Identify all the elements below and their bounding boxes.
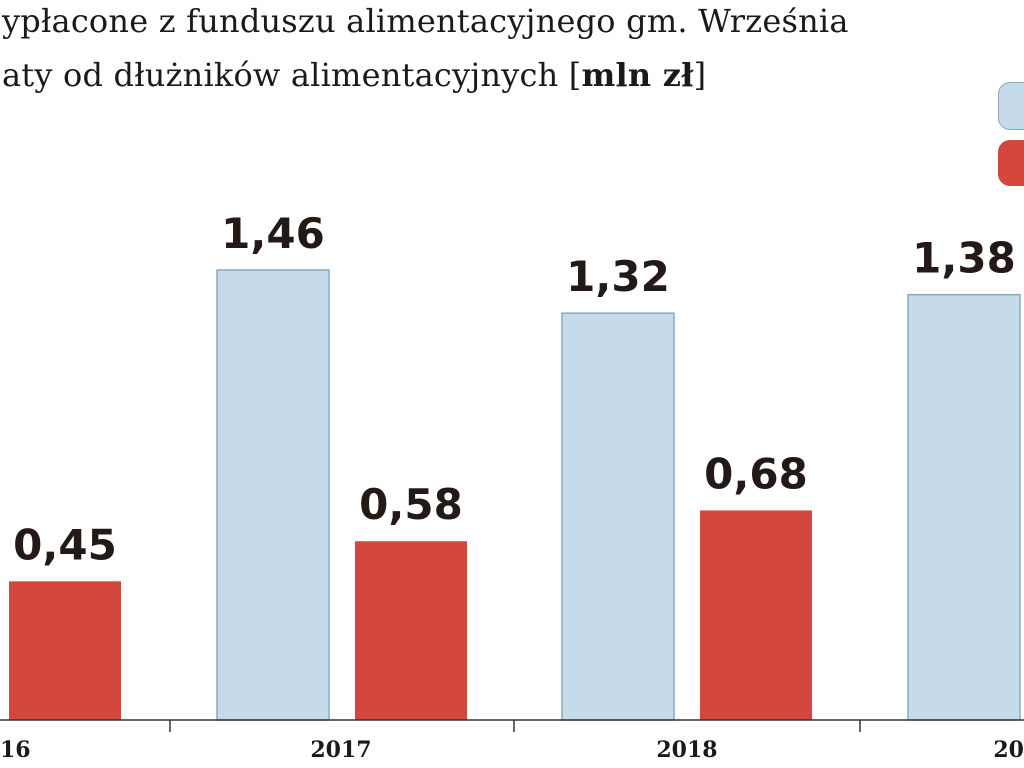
x-tick-label-2019: 20 — [993, 737, 1024, 763]
bar-paid-2017 — [216, 269, 330, 721]
x-tick-label-2017: 2017 — [310, 737, 371, 763]
legend-swatch-paid — [998, 82, 1024, 130]
data-label-recovered-2016: 0,45 — [13, 520, 117, 569]
unit-label: mln zł — [581, 56, 694, 94]
bar-recovered-2017 — [355, 541, 467, 720]
x-tick-label-2016: 16 — [0, 737, 31, 763]
data-label-recovered-2018: 0,68 — [704, 449, 808, 498]
bar-paid-2019 — [907, 293, 1021, 721]
chart-title-line-1: ypłacone z funduszu alimentacyjnego gm. … — [2, 2, 849, 40]
data-label-paid-2017: 1,46 — [221, 209, 325, 258]
bar-paid-2018 — [561, 312, 675, 721]
chart-title-line-2: aty od dłużników alimentacyjnych [mln zł… — [2, 56, 707, 94]
data-label-recovered-2017: 0,58 — [359, 480, 463, 529]
data-label-paid-2018: 1,32 — [566, 252, 670, 301]
legend-swatch-recovered — [998, 140, 1024, 186]
data-label-paid-2019: 1,38 — [912, 234, 1016, 283]
chart-title-text: aty od dłużników alimentacyjnych — [2, 56, 559, 94]
bar-recovered-2016 — [9, 581, 121, 720]
bar-recovered-2018 — [700, 510, 812, 720]
x-tick-label-2018: 2018 — [656, 737, 717, 763]
